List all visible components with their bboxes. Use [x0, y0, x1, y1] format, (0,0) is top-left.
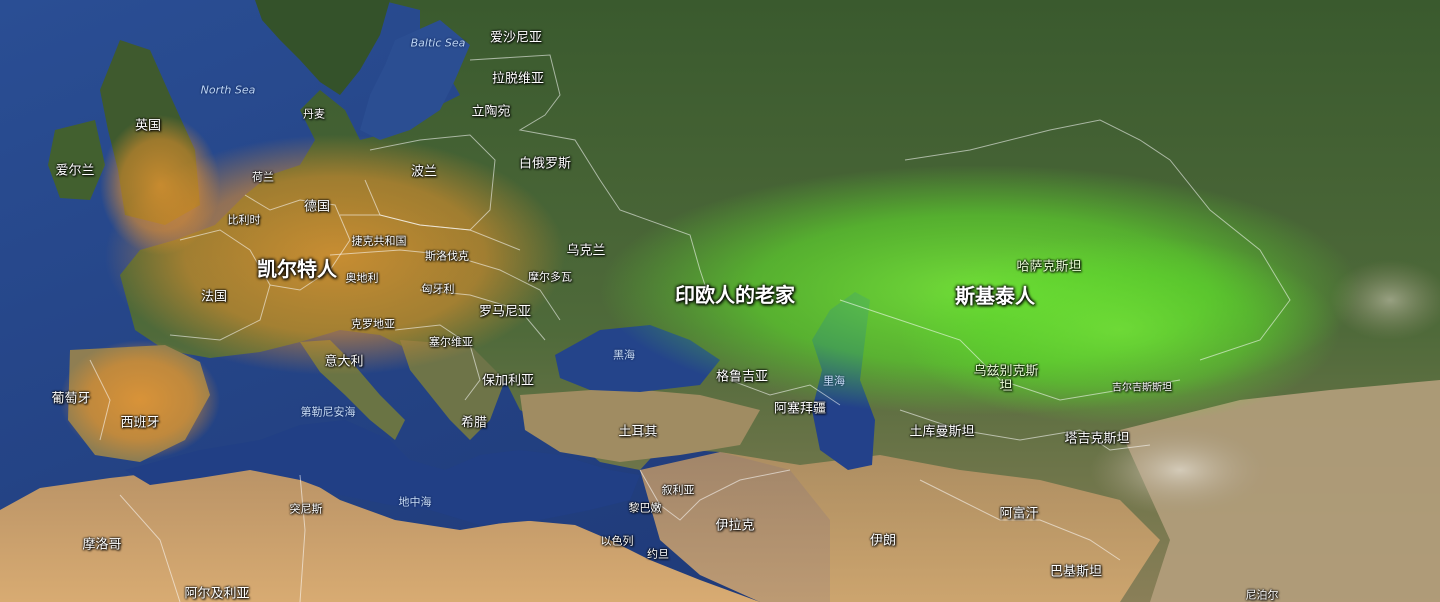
- country-label-italy: 意大利: [324, 354, 364, 370]
- country-label-poland: 波兰: [410, 164, 438, 180]
- country-label-spain: 西班牙: [120, 415, 160, 431]
- country-label-france: 法国: [200, 289, 228, 305]
- country-label-nepal: 尼泊尔: [1245, 588, 1279, 602]
- country-label-austria: 奥地利: [345, 271, 379, 285]
- country-label-latvia: 拉脱维亚: [491, 71, 545, 87]
- country-label-portugal: 葡萄牙: [51, 391, 91, 407]
- sea-label-mediterranean: 地中海: [398, 495, 432, 509]
- country-label-azerbaijan: 阿塞拜疆: [773, 401, 827, 417]
- country-label-turkey: 土耳其: [618, 424, 658, 440]
- country-label-belgium: 比利时: [227, 213, 261, 227]
- country-label-israel: 以色列: [600, 534, 634, 548]
- country-label-serbia: 塞尔维亚: [429, 335, 473, 349]
- country-label-georgia: 格鲁吉亚: [715, 369, 769, 385]
- country-label-iraq: 伊拉克: [715, 518, 755, 534]
- country-label-jordan: 约旦: [647, 547, 669, 561]
- country-label-germany: 德国: [303, 199, 331, 215]
- country-label-kyrgyzstan: 吉尔吉斯斯坦: [1112, 382, 1172, 394]
- country-label-ukraine: 乌克兰: [566, 243, 606, 259]
- country-label-tunisia: 突尼斯: [289, 502, 323, 516]
- country-label-greece: 希腊: [460, 415, 488, 431]
- country-label-belarus: 白俄罗斯: [518, 156, 572, 172]
- country-label-uk: 英国: [134, 118, 162, 134]
- country-label-turkmenistan: 土库曼斯坦: [909, 424, 975, 440]
- country-label-morocco: 摩洛哥: [82, 537, 122, 553]
- sea-label-north: North Sea: [200, 83, 256, 97]
- country-label-slovakia: 斯洛伐克: [425, 249, 469, 263]
- country-label-denmark: 丹麦: [303, 107, 325, 121]
- country-label-bulgaria: 保加利亚: [481, 373, 535, 389]
- country-label-lebanon: 黎巴嫩: [628, 501, 662, 515]
- region-label-celts: 凯尔特人: [257, 257, 337, 281]
- country-label-hungary: 匈牙利: [421, 282, 455, 296]
- sea-label-baltic: Baltic Sea: [410, 36, 466, 50]
- country-label-ireland: 爱尔兰: [55, 163, 95, 179]
- sea-label-tyrrhenian: 第勒尼安海: [300, 405, 356, 419]
- sea-label-caspian: 里海: [823, 374, 845, 388]
- country-label-netherlands: 荷兰: [252, 170, 274, 184]
- sea-label-black: 黑海: [613, 348, 635, 362]
- country-label-lithuania: 立陶宛: [471, 104, 511, 120]
- country-label-uzbekistan: 乌兹别克斯坦: [973, 364, 1039, 394]
- region-label-scythians: 斯基泰人: [955, 284, 1035, 308]
- country-label-pakistan: 巴基斯坦: [1049, 564, 1103, 580]
- country-label-kazakhstan: 哈萨克斯坦: [1016, 259, 1082, 275]
- country-label-croatia: 克罗地亚: [351, 317, 395, 331]
- country-label-tajikistan: 塔吉克斯坦: [1064, 431, 1130, 447]
- country-label-algeria: 阿尔及利亚: [184, 586, 250, 602]
- country-label-moldova: 摩尔多瓦: [528, 270, 572, 284]
- country-label-syria: 叙利亚: [661, 483, 695, 497]
- country-label-afghanistan: 阿富汗: [999, 506, 1039, 522]
- country-label-estonia: 爱沙尼亚: [489, 30, 543, 46]
- region-label-pie-homeland: 印欧人的老家: [675, 283, 795, 307]
- country-label-romania: 罗马尼亚: [478, 304, 532, 320]
- country-label-iran: 伊朗: [869, 533, 897, 549]
- country-label-czech: 捷克共和国: [351, 234, 407, 248]
